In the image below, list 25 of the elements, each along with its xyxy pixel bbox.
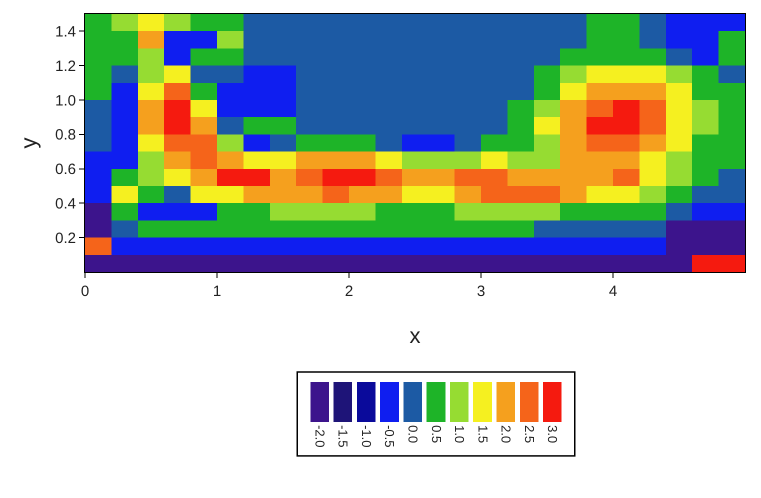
x-tick-label: 0: [80, 283, 90, 300]
color-bar-label: 0.5: [428, 425, 444, 444]
color-bar-label: -1.5: [336, 425, 351, 448]
color-bar-label: 0.0: [406, 425, 421, 444]
color-bar-label: 1.0: [452, 425, 468, 444]
color-bar-label: 2.0: [498, 425, 514, 444]
x-tick-label: 1: [212, 283, 222, 300]
x-tick-label: 4: [608, 283, 618, 300]
color-bar-label: -0.5: [382, 425, 398, 448]
y-axis-title: y: [16, 138, 41, 148]
color-bar-label: 2.5: [522, 425, 537, 444]
y-tick-label: 0.6: [55, 161, 76, 178]
y-tick-label: 0.4: [55, 195, 76, 212]
x-axis-title: x: [410, 322, 420, 348]
x-tick-label: 2: [344, 283, 354, 300]
color-bar-label: 3.0: [545, 425, 560, 444]
y-tick-label: 1.4: [55, 23, 76, 40]
color-bar-label: -2.0: [312, 425, 328, 448]
y-tick-label: 0.2: [55, 230, 76, 247]
y-tick-label: 1.0: [55, 92, 76, 110]
y-tick-label: 0.8: [55, 126, 76, 144]
y-tick-label: 1.2: [55, 58, 76, 75]
x-tick-label: 3: [476, 283, 486, 300]
color-bar-label: 1.5: [475, 425, 490, 444]
color-bar-label: -1.0: [358, 425, 374, 448]
